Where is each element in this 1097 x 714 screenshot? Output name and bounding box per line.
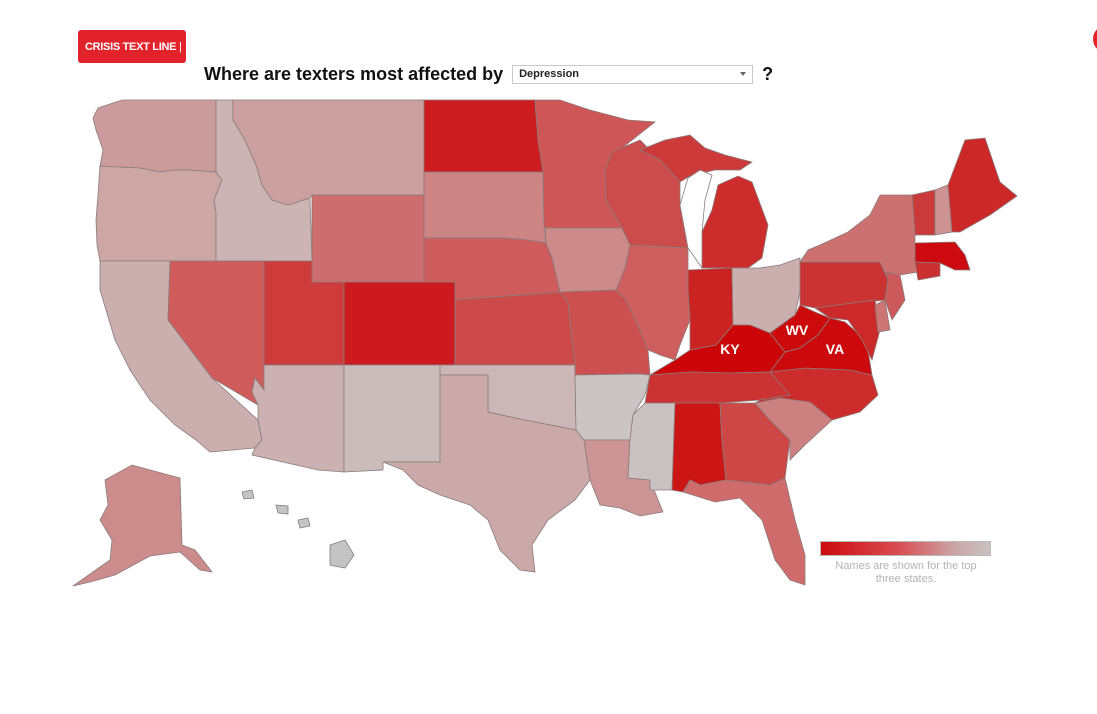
- state-vt[interactable]: [911, 189, 936, 236]
- state-nj[interactable]: [884, 271, 906, 321]
- state-wy[interactable]: [311, 194, 425, 283]
- chevron-down-icon: [740, 71, 747, 76]
- state-hi-maui: [297, 517, 311, 529]
- state-or[interactable]: [95, 165, 223, 262]
- label-va: VA: [826, 341, 844, 357]
- state-hi[interactable]: [329, 539, 355, 569]
- legend-note: Names are shown for the top three states…: [835, 560, 977, 585]
- lake-michigan: [679, 169, 713, 270]
- state-wa[interactable]: [92, 99, 217, 173]
- state-ct[interactable]: [914, 261, 941, 281]
- state-ak[interactable]: [72, 464, 213, 587]
- legend-color-scale: [820, 541, 991, 556]
- state-mi-upper[interactable]: [639, 134, 753, 183]
- state-ia[interactable]: [544, 227, 631, 293]
- question-mark: ?: [762, 63, 774, 84]
- question-heading: Where are texters most affected by Depre…: [204, 62, 773, 86]
- state-sd[interactable]: [423, 171, 547, 244]
- state-tx[interactable]: [382, 374, 591, 573]
- label-ky: KY: [720, 341, 740, 357]
- state-ks[interactable]: [454, 291, 576, 366]
- state-nm[interactable]: [343, 364, 441, 473]
- state-me[interactable]: [947, 137, 1018, 233]
- state-fl[interactable]: [682, 477, 806, 586]
- topic-select[interactable]: Depression: [512, 64, 754, 84]
- logo-text: CRISIS TEXT LINE: [85, 40, 177, 53]
- state-co[interactable]: [343, 281, 456, 366]
- topic-select-value: Depression: [519, 68, 580, 80]
- logo-caret: |: [179, 40, 182, 53]
- state-az[interactable]: [251, 364, 345, 473]
- state-de[interactable]: [874, 299, 891, 333]
- state-mi[interactable]: [701, 175, 769, 269]
- state-nd[interactable]: [423, 99, 544, 173]
- state-hi-kauai: [241, 489, 255, 500]
- state-hi-oahu: [275, 504, 289, 515]
- label-wv: WV: [786, 322, 809, 338]
- state-ms[interactable]: [627, 402, 676, 491]
- crisis-text-line-logo[interactable]: CRISIS TEXT LINE |: [78, 30, 186, 63]
- state-al[interactable]: [671, 402, 727, 493]
- corner-badge-icon[interactable]: [1093, 25, 1097, 53]
- question-prefix: Where are texters most affected by: [204, 63, 504, 84]
